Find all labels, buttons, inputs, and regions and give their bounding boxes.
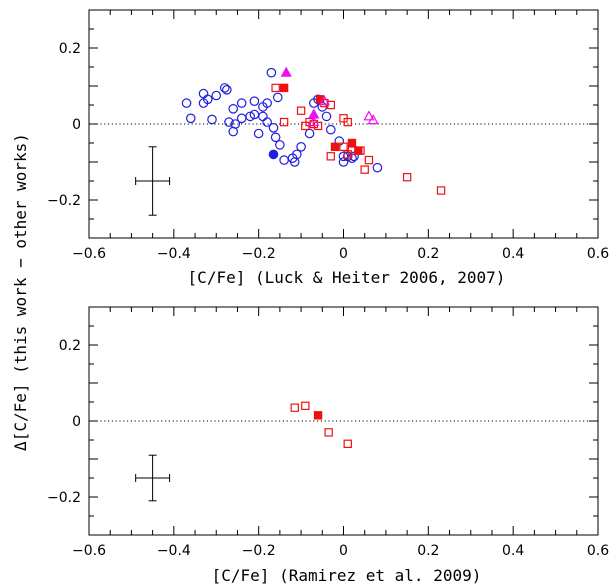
x-tick-label: −0.2 [242,543,276,559]
x-tick-label: 0.2 [417,246,439,262]
data-point-circle [230,119,241,129]
data-point-circle [325,124,336,135]
data-point-square [354,146,363,155]
data-point-square [324,428,333,437]
x-tick-label: −0.4 [157,543,191,559]
data-point-circle [202,94,213,105]
data-point-circle [268,123,279,133]
data-point-square [360,165,369,174]
data-point-square [326,152,335,161]
data-point-square [301,401,310,411]
data-point-circle [228,104,239,114]
data-point-square [343,439,352,449]
data-point-square [364,155,374,165]
x-axis-label: [C/Fe] (Ramirez et al. 2009) [212,566,482,585]
data-point-circle [349,151,359,162]
shared-y-axis-label: Δ[C/Fe] (this work − other works) [11,133,30,451]
data-point-circle [262,98,272,108]
error-bar [135,146,171,216]
data-point-circle [272,92,283,103]
data-point-circle [321,111,332,122]
data-point-square [271,83,280,93]
y-tick-label: 0.2 [59,41,81,57]
x-tick-label: −0.4 [157,246,191,262]
data-point-square [343,117,352,127]
x-axis-label: [C/Fe] (Luck & Heiter 2006, 2007) [188,268,506,287]
data-point-circle [186,113,196,124]
x-tick-label: 0.2 [417,543,439,559]
data-point-circle [372,162,383,173]
data-point-square [347,138,357,148]
series-blue-circle-filled [268,149,279,160]
data-point-square [313,411,323,420]
series-magenta-triangle-open [308,95,379,127]
plot-panel-2: −0.6 −0.4 −0.2 0 0.2 0.4 0.6 0.2 0 −0.2 [C/Fe] (Ra… [47,306,609,585]
data-point-triangle [280,66,292,77]
x-tick-label: 0.6 [587,246,609,262]
data-point-circle [268,149,279,160]
x-tick-label: −0.6 [72,246,106,262]
plot-panel-1: −0.6 −0.4 −0.2 0 0.2 0.4 0.6 0.2 0 −0.2 [C/Fe] (Lu… [47,9,609,287]
data-point-circle [181,98,192,108]
data-point-circle [270,132,281,143]
data-point-square [279,117,289,127]
data-point-circle [198,88,209,99]
series-red-square-filled [313,411,323,420]
data-point-circle [253,128,264,139]
data-point-triangle [308,108,320,119]
x-tick-label: 0.6 [587,543,609,559]
data-point-triangle [367,114,379,125]
error-bar [135,454,171,502]
data-point-square [339,142,348,151]
y-tick-label: −0.2 [47,193,81,209]
y-tick-label: 0 [72,117,81,133]
x-tick-label: 0.4 [502,246,524,262]
data-point-square [330,142,340,151]
data-point-circle [296,142,306,152]
data-point-circle [262,117,272,127]
data-point-triangle [308,116,320,127]
y-tick-label: 0 [72,414,81,430]
data-point-circle [245,111,255,122]
series-magenta-triangle-filled [280,66,320,119]
x-tick-label: 0.4 [502,543,524,559]
x-tick-label: 0 [339,246,348,262]
series-red-square-open [290,401,352,449]
data-point-circle [219,83,230,93]
data-point-square [290,403,299,412]
data-point-circle [249,96,260,106]
data-point-circle [275,140,285,150]
data-point-circle [224,117,234,127]
data-point-square [279,83,289,93]
series-red-square-open [271,83,446,195]
data-point-square [402,173,412,182]
data-point-circle [334,136,345,146]
data-point-circle [211,90,222,101]
data-point-circle [292,149,302,160]
data-point-circle [266,67,277,78]
x-tick-label: 0 [339,543,348,559]
y-tick-label: 0.2 [59,338,81,354]
data-point-triangle [318,95,331,106]
y-tick-label: −0.2 [47,490,81,506]
data-point-circle [236,98,247,108]
series-red-square-filled [279,83,363,155]
data-point-circle [207,114,217,125]
x-tick-label: −0.2 [242,246,276,262]
data-point-triangle [363,110,375,121]
data-point-circle [258,111,268,122]
x-tick-label: −0.6 [72,543,106,559]
data-point-circle [279,155,289,165]
data-point-circle [304,128,315,139]
data-point-square [296,106,306,115]
data-point-circle [222,85,232,95]
data-point-circle [236,113,247,124]
data-point-square [436,186,446,195]
